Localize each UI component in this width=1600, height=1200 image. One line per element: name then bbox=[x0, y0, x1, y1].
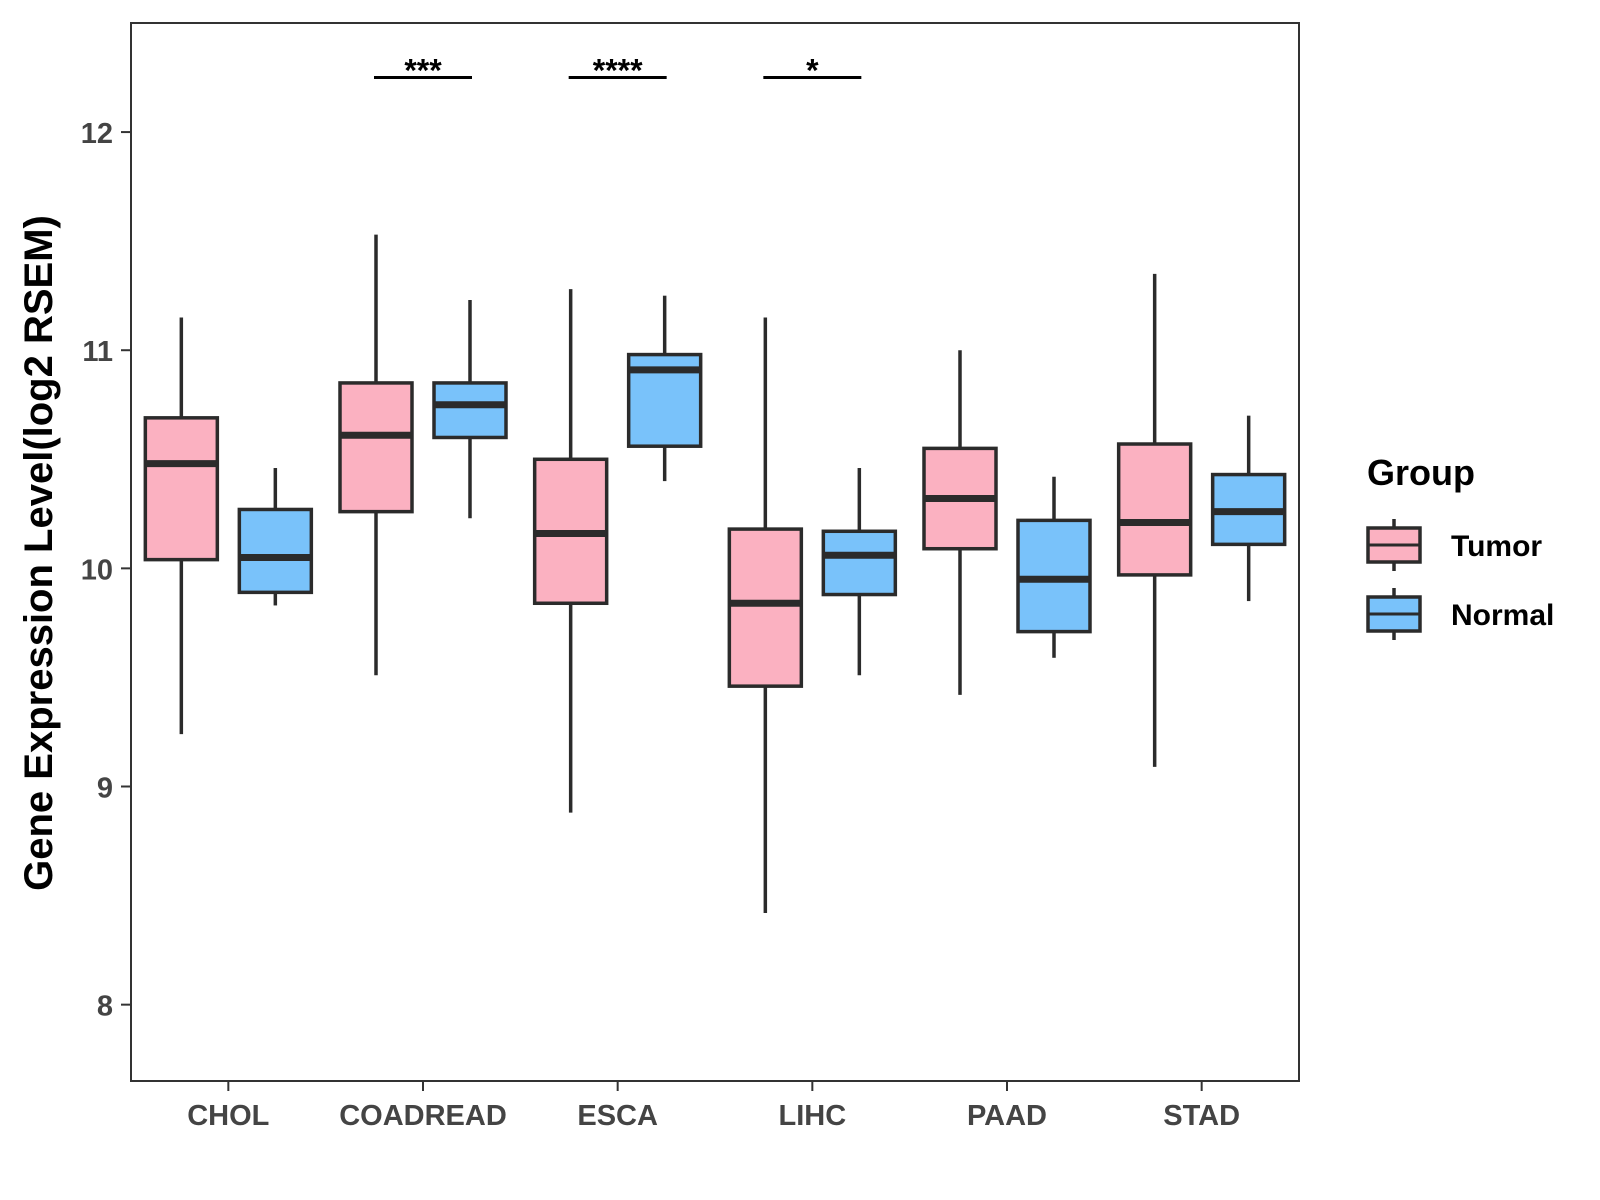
box-tumor-lihc bbox=[727, 317, 804, 914]
box-body bbox=[1116, 442, 1193, 577]
legend-title: Group bbox=[1367, 452, 1475, 493]
box-normal-stad bbox=[1210, 415, 1287, 602]
legend-key-tumor bbox=[1366, 519, 1422, 571]
y-tick-label: 8 bbox=[97, 991, 113, 1023]
x-tick-label: STAD bbox=[1163, 1100, 1240, 1132]
legend-label-tumor: Tumor bbox=[1451, 530, 1542, 563]
y-tick-label: 9 bbox=[97, 773, 113, 805]
y-tick-label: 11 bbox=[82, 336, 113, 368]
box-normal-chol bbox=[237, 468, 314, 606]
y-axis-title: Gene Expression Level(log2 RSEM) bbox=[17, 215, 61, 891]
box-tumor-stad bbox=[1116, 273, 1193, 767]
box-tumor-esca bbox=[532, 289, 609, 813]
box-tumor-paad bbox=[922, 350, 998, 695]
x-tick-label: COADREAD bbox=[339, 1100, 507, 1132]
box-body bbox=[237, 507, 314, 595]
legend: Group Tumor Normal bbox=[1366, 452, 1554, 640]
x-tick-label: CHOL bbox=[187, 1100, 269, 1132]
y-tick-label: 10 bbox=[81, 554, 113, 586]
box-tumor-coadread bbox=[338, 234, 414, 676]
legend-key-normal bbox=[1366, 588, 1422, 640]
box-normal-coadread bbox=[432, 300, 508, 519]
box-body bbox=[432, 381, 508, 440]
box-normal-esca bbox=[626, 295, 703, 482]
x-axis: CHOL COADREAD ESCA LIHC PAAD STAD bbox=[187, 1081, 1240, 1132]
significance-label: **** bbox=[593, 53, 643, 89]
box-normal-lihc bbox=[821, 468, 898, 676]
box-tumor-chol bbox=[143, 317, 220, 735]
panel-border bbox=[130, 22, 1300, 1082]
box-body bbox=[143, 416, 220, 562]
y-tick-label: 12 bbox=[81, 118, 113, 150]
y-axis: 8 9 10 11 12 bbox=[81, 118, 131, 1023]
legend-label-normal: Normal bbox=[1451, 599, 1554, 632]
significance-label: *** bbox=[404, 53, 442, 89]
x-tick-label: ESCA bbox=[577, 1100, 658, 1132]
boxes-layer bbox=[143, 234, 1287, 914]
significance-layer: *** **** * bbox=[374, 53, 862, 89]
x-tick-label: PAAD bbox=[967, 1100, 1047, 1132]
box-normal-paad bbox=[1016, 476, 1092, 658]
box-body bbox=[821, 529, 898, 597]
significance-label: * bbox=[806, 53, 819, 89]
box-body bbox=[338, 381, 414, 514]
box-body bbox=[727, 527, 804, 688]
x-tick-label: LIHC bbox=[778, 1100, 846, 1132]
